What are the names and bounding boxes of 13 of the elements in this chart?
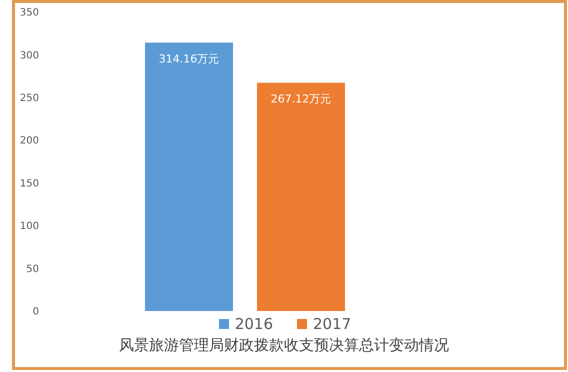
- legend-label: 2017: [312, 315, 352, 333]
- y-tick-label: 300: [20, 50, 39, 62]
- y-tick-label: 150: [20, 178, 39, 190]
- y-tick-label: 250: [20, 92, 39, 104]
- y-tick-label: 200: [20, 136, 39, 147]
- y-tick-label: 100: [20, 221, 39, 232]
- y-tick-label: 350: [20, 8, 39, 19]
- text: 风景旅游管理局财政拨款收支预决算总计变动情况: [118, 336, 450, 355]
- y-tick-label: 0: [32, 306, 39, 318]
- y-tick-label: 50: [26, 264, 39, 275]
- data-label: 267.12万元: [270, 92, 332, 106]
- legend-label: 2016: [234, 315, 273, 333]
- data-label: 314.16万元: [158, 52, 220, 66]
